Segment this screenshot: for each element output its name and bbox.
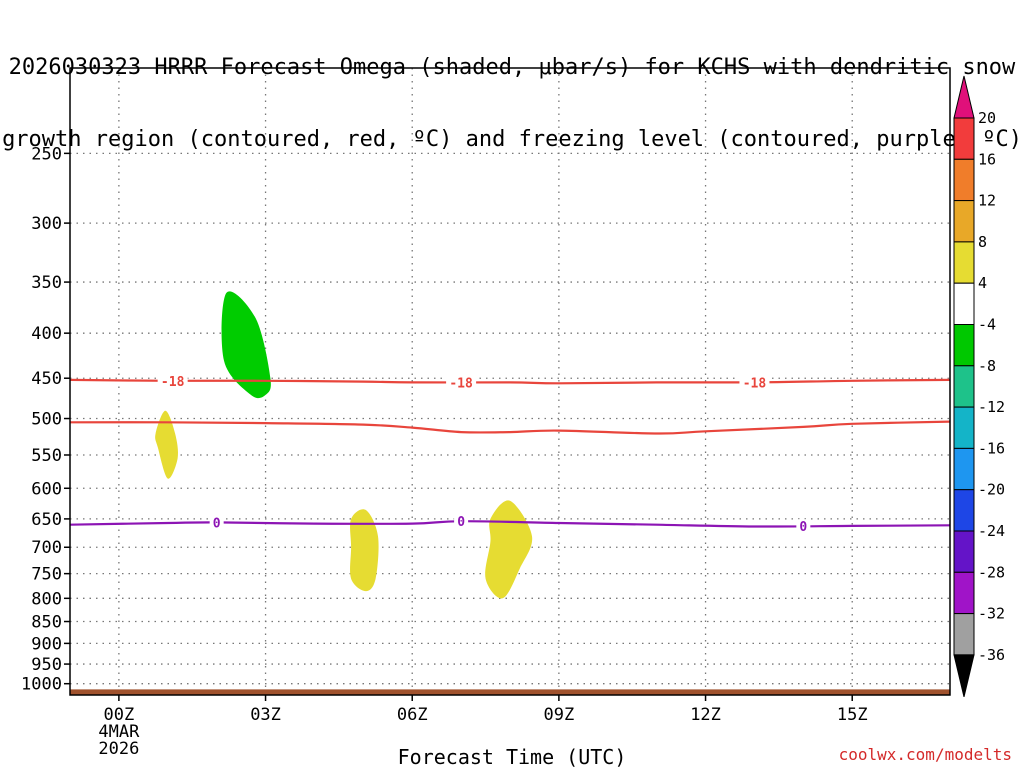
contour-label: -18	[161, 375, 185, 390]
contour-label: 0	[799, 520, 807, 535]
omega-region-yellow-1	[155, 410, 178, 479]
x-tick-label: 03Z	[250, 705, 281, 725]
y-tick-label: 850	[31, 613, 62, 633]
x-tick-label: 00Z	[104, 705, 135, 725]
omega-region-yellow-3	[485, 500, 533, 599]
contour-line-1	[70, 420, 950, 435]
x-tick-label: 09Z	[544, 705, 575, 725]
y-tick-label: 400	[31, 324, 62, 344]
colorbar-segment	[953, 282, 975, 326]
colorbar: 20 16 12 8 4 -4 -8 -12 -16 -20 -24 -28 -32 -36	[953, 75, 1005, 698]
colorbar-segment	[953, 324, 975, 367]
omega-shading	[155, 291, 533, 599]
plot-frame	[69, 67, 951, 696]
colorbar-segment	[953, 365, 975, 408]
y-tick-label: 450	[31, 369, 62, 389]
x-tick-label: 12Z	[690, 705, 721, 725]
credit-text: coolwx.com/modelts	[838, 745, 1012, 764]
colorbar-label: 12	[978, 192, 996, 210]
y-tick-label: 1000	[21, 675, 62, 695]
x-date-label: 4MAR	[98, 722, 140, 742]
y-tick-label: 550	[31, 446, 62, 466]
contour-label: -18	[449, 376, 473, 391]
colorbar-segment	[953, 571, 975, 615]
contour-label-bg	[446, 375, 477, 390]
colorbar-label: -32	[978, 605, 1005, 623]
colorbar-label: 20	[978, 109, 996, 127]
y-tick-label: 500	[31, 410, 62, 430]
y-tick-label: 900	[31, 634, 62, 654]
colorbar-label: -36	[978, 646, 1005, 664]
omega-region-yellow-2	[350, 509, 379, 592]
y-tick-label: 800	[31, 589, 62, 609]
colorbar-segment	[953, 406, 975, 449]
colorbar-label: 16	[978, 150, 996, 168]
ground-strip	[70, 689, 950, 695]
contour-label-bg	[157, 373, 188, 388]
y-tick-label: 250	[31, 144, 62, 164]
contour-lines: -18 -18 -18 0 0 0	[70, 373, 950, 535]
colorbar-label: -4	[978, 316, 996, 334]
colorbar-label: -16	[978, 439, 1005, 457]
contour-label: 0	[457, 515, 465, 530]
colorbar-segment	[953, 447, 975, 491]
ground-surface	[70, 689, 950, 695]
colorbar-segment	[953, 200, 975, 243]
colorbar-label: -20	[978, 481, 1005, 499]
contour-label-bg	[739, 375, 770, 390]
colorbar-segment	[953, 489, 975, 532]
y-tick-label: 600	[31, 479, 62, 499]
colorbar-label: -8	[978, 357, 996, 375]
colorbar-label: -12	[978, 398, 1005, 416]
colorbar-segment	[953, 158, 975, 202]
colorbar-label: -28	[978, 563, 1005, 581]
colorbar-label: 8	[978, 233, 987, 251]
contour-label-bg	[209, 515, 224, 530]
x-tick-label: 15Z	[837, 705, 868, 725]
y-tick-label: 350	[31, 273, 62, 293]
contour-line-2	[70, 520, 950, 528]
x-axis-label: Forecast Time (UTC)	[397, 745, 627, 769]
colorbar-segment	[953, 241, 975, 284]
colorbar-segment	[953, 613, 975, 656]
colorbar-label: 4	[978, 274, 987, 292]
contour-label-bg	[796, 519, 811, 534]
colorbar-segment	[953, 530, 975, 573]
colorbar-bottom-arrow	[953, 654, 975, 698]
contour-label-bg	[454, 514, 469, 529]
colorbar-top-arrow	[953, 75, 975, 119]
y-tick-label: 700	[31, 538, 62, 558]
chart-title-line2: growth region (contoured, red, ºC) and f…	[2, 127, 1022, 152]
y-axis: 2503003504004505005506006507007508008509…	[21, 144, 70, 695]
x-tick-label: 06Z	[397, 705, 428, 725]
colorbar-label: -24	[978, 522, 1005, 540]
y-tick-label: 750	[31, 565, 62, 585]
y-tick-label: 950	[31, 655, 62, 675]
contour-line-0	[70, 378, 950, 385]
contour-label: 0	[213, 516, 221, 531]
contour-label: -18	[743, 376, 767, 391]
y-tick-label: 300	[31, 214, 62, 234]
y-tick-label: 650	[31, 510, 62, 530]
x-year-label: 2026	[98, 739, 139, 759]
omega-region-green	[221, 291, 271, 399]
colorbar-segment	[953, 117, 975, 160]
